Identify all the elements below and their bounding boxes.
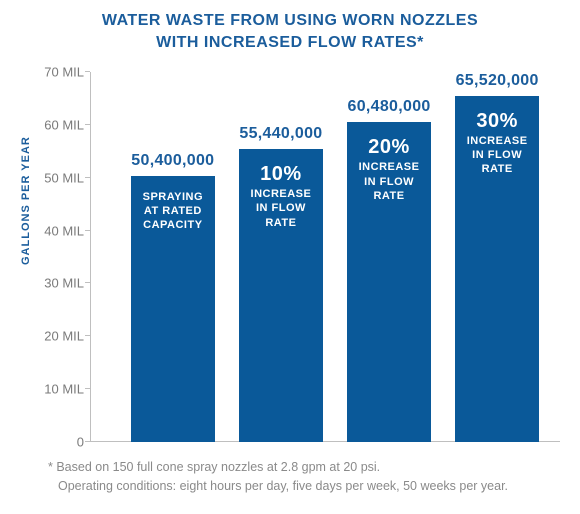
bar-text-line: IN FLOW	[463, 148, 532, 162]
y-tick-mark	[85, 441, 90, 442]
bar: 50,400,000SPRAYINGAT RATEDCAPACITY	[131, 176, 216, 442]
chart-container: WATER WASTE FROM USING WORN NOZZLES WITH…	[0, 0, 580, 514]
bar-text-line: INCREASE	[247, 187, 316, 201]
footnote: * Based on 150 full cone spray nozzles a…	[48, 458, 560, 496]
y-tick-mark	[85, 71, 90, 72]
bar-text-line: AT RATED	[139, 204, 208, 218]
bar-text-line: RATE	[355, 189, 424, 203]
y-tick-label: 40 MIL	[44, 223, 84, 238]
bars-layer: 50,400,000SPRAYINGAT RATEDCAPACITY55,440…	[90, 72, 560, 442]
bar: 60,480,00020%INCREASEIN FLOWRATE	[347, 122, 432, 442]
bar: 55,440,00010%INCREASEIN FLOWRATE	[239, 149, 324, 442]
bar-text-line: RATE	[247, 216, 316, 230]
bar-percent: 30%	[463, 110, 532, 132]
y-tick-label: 60 MIL	[44, 117, 84, 132]
y-tick-label: 70 MIL	[44, 65, 84, 80]
chart-title-line1: WATER WASTE FROM USING WORN NOZZLES	[102, 12, 478, 29]
plot-area: 50,400,000SPRAYINGAT RATEDCAPACITY55,440…	[90, 72, 560, 442]
y-tick-label: 30 MIL	[44, 276, 84, 291]
bar-text-line: INCREASE	[355, 160, 424, 174]
bar-value-label: 50,400,000	[131, 152, 214, 170]
y-tick-mark	[85, 124, 90, 125]
y-axis-label: GALLONS PER YEAR	[20, 136, 32, 265]
bar-percent: 20%	[355, 136, 424, 158]
bar-text-line: INCREASE	[463, 134, 532, 148]
y-tick-mark	[85, 282, 90, 283]
chart-title-line2: WITH INCREASED FLOW RATES*	[156, 34, 424, 51]
bar-text-line: CAPACITY	[139, 218, 208, 232]
bar-percent: 10%	[247, 163, 316, 185]
bar-inner-text: 20% INCREASEIN FLOWRATE	[355, 136, 424, 203]
y-tick-label: 10 MIL	[44, 382, 84, 397]
chart-title: WATER WASTE FROM USING WORN NOZZLES WITH…	[0, 10, 580, 53]
bar-value-label: 60,480,000	[348, 98, 431, 116]
footnote-line1: * Based on 150 full cone spray nozzles a…	[48, 460, 380, 474]
y-tick-label: 50 MIL	[44, 170, 84, 185]
y-tick-mark	[85, 335, 90, 336]
bar-text-line: IN FLOW	[355, 175, 424, 189]
bar-text-line: IN FLOW	[247, 201, 316, 215]
footnote-line2: Operating conditions: eight hours per da…	[58, 479, 508, 493]
y-tick-label: 0	[77, 435, 84, 450]
bar-inner-text: SPRAYINGAT RATEDCAPACITY	[139, 190, 208, 233]
bar: 65,520,00030%INCREASEIN FLOWRATE	[455, 96, 540, 442]
bar-value-label: 55,440,000	[239, 125, 322, 143]
bar-inner-text: 10% INCREASEIN FLOWRATE	[247, 163, 316, 230]
bar-value-label: 65,520,000	[456, 72, 539, 90]
y-tick-mark	[85, 177, 90, 178]
bar-text-line: SPRAYING	[139, 190, 208, 204]
y-tick-mark	[85, 388, 90, 389]
y-tick-label: 20 MIL	[44, 329, 84, 344]
bar-text-line: RATE	[463, 162, 532, 176]
y-tick-mark	[85, 230, 90, 231]
bar-inner-text: 30% INCREASEIN FLOWRATE	[463, 110, 532, 177]
